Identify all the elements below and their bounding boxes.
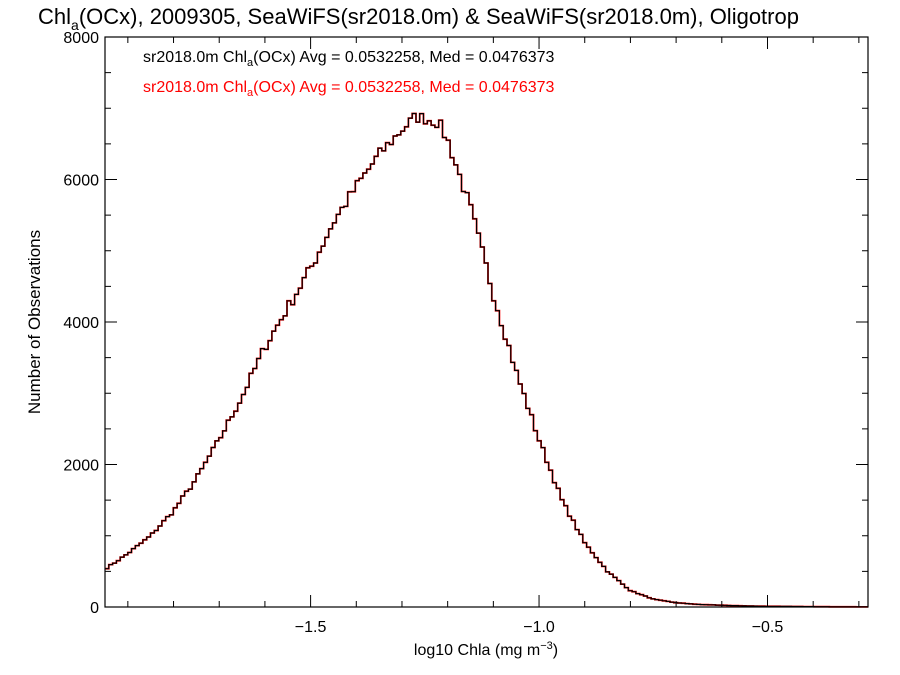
y-tick-label: 6000 [63,173,99,190]
x-tick-label: −1.5 [295,619,327,636]
x-tick-label: −0.5 [752,619,784,636]
series-layer [105,112,868,608]
legend-entry-black: sr2018.0m Chla(OCx) Avg = 0.0532258, Med… [143,49,555,69]
series-line-black [105,112,868,608]
y-tick-label: 2000 [63,458,99,475]
series-line-red [105,112,868,608]
plot-frame [104,36,869,608]
y-tick-label: 0 [90,600,99,617]
x-axis-label: log10 Chla (mg m−3) [414,640,558,659]
chart-title: Chla(OCx), 2009305, SeaWiFS(sr2018.0m) &… [38,4,799,33]
legend-entry-red: sr2018.0m Chla(OCx) Avg = 0.0532258, Med… [143,79,555,99]
y-tick-label: 8000 [63,30,99,47]
y-tick-label: 4000 [63,315,99,332]
y-axis-label: Number of Observations [25,230,44,414]
x-tick-label: −1.0 [523,619,555,636]
tick-layer: −1.5 −1.0 −0.5 0 2000 4000 6000 8000 [63,30,868,636]
